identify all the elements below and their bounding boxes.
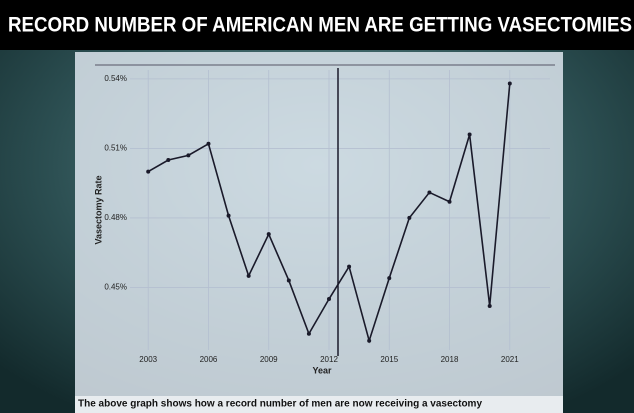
point <box>206 141 211 146</box>
x-tick-label: 2006 <box>200 355 218 364</box>
y-tick-label: 0.51% <box>104 144 127 153</box>
x-tick-label: 2021 <box>501 355 519 364</box>
point <box>447 199 452 204</box>
y-tick-label: 0.48% <box>104 213 127 222</box>
caption: The above graph shows how a record numbe… <box>78 399 482 410</box>
caption-bar <box>75 396 563 413</box>
x-tick-label: 2003 <box>139 355 157 364</box>
point <box>246 273 251 278</box>
x-axis-label: Year <box>312 365 332 375</box>
point <box>146 169 151 174</box>
point <box>507 81 512 86</box>
point <box>347 264 352 269</box>
point <box>427 190 432 195</box>
y-tick-label: 0.45% <box>104 283 127 292</box>
point <box>467 132 472 137</box>
x-tick-label: 2009 <box>260 355 278 364</box>
chart-panel <box>75 52 563 397</box>
point <box>286 278 291 283</box>
point <box>407 215 412 220</box>
point <box>387 276 392 281</box>
headline: RECORD NUMBER OF AMERICAN MEN ARE GETTIN… <box>8 14 632 37</box>
title-banner <box>0 0 634 50</box>
plot: 0.45% 0.48% 0.51% 0.54% 2003 2006 2009 2012 2015… <box>104 70 550 364</box>
point <box>367 338 372 343</box>
point <box>306 331 311 336</box>
point <box>326 297 331 302</box>
point <box>487 303 492 308</box>
x-tick-label: 2015 <box>380 355 398 364</box>
point <box>226 213 231 218</box>
x-tick-label: 2018 <box>441 355 459 364</box>
y-tick-label: 0.54% <box>104 74 127 83</box>
point <box>166 158 171 162</box>
y-axis-label: Vasectomy Rate <box>93 175 103 244</box>
point <box>186 153 191 158</box>
point <box>266 232 271 237</box>
x-tick-label: 2012 <box>320 355 338 364</box>
